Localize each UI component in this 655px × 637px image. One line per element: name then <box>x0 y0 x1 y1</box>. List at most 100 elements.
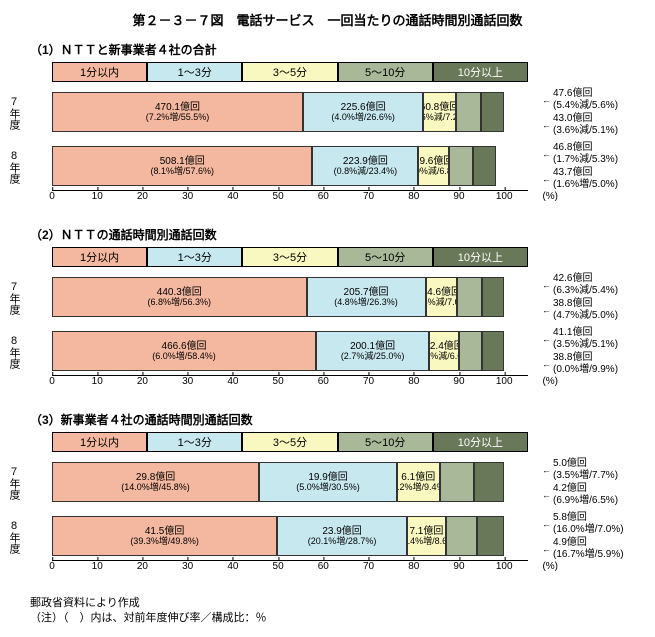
axis-tick: 30 <box>182 376 193 387</box>
axis-tick: 70 <box>363 191 374 202</box>
segment-value: 23.9億回 <box>322 526 361 537</box>
segment-value: 470.1億回 <box>155 102 200 113</box>
legend-item: 5～10分 <box>338 432 433 452</box>
y-axis-label: 7年度 <box>10 88 22 130</box>
stacked-bar: 466.6億回(6.0%増/58.4%)200.1億回(2.7%減/25.0%)… <box>52 331 504 371</box>
segment-value: 200.1億回 <box>350 341 395 352</box>
legend-item: 5～10分 <box>338 247 433 267</box>
axis-unit-label: (%) <box>542 191 558 202</box>
subchart: （2）ＮＴＴの通話時間別通話回数1分以内1～3分3～5分5～10分10分以上7年… <box>10 226 645 393</box>
segment-detail: (16.4%増/8.6%) <box>407 537 446 547</box>
bar-area: 41.5億回(39.3%増/49.8%)23.9億回(20.1%増/28.7%)… <box>52 512 528 560</box>
annotation-text: 4.2億回(6.9%増/6.5%) <box>553 483 618 507</box>
stacked-bar: 41.5億回(39.3%増/49.8%)23.9億回(20.1%増/28.7%)… <box>52 516 504 556</box>
segment-detail: (2.7%減/25.0%) <box>341 352 405 362</box>
chart-row: 8年度41.5億回(39.3%増/49.8%)23.9億回(20.1%増/28.… <box>10 512 645 560</box>
segment-detail: (4.8%増/26.3%) <box>334 298 398 308</box>
segment-detail: (4.0%増/26.6%) <box>331 113 395 123</box>
axis-tick: 80 <box>408 376 419 387</box>
annotation: ←5.0億回(3.5%増/7.7%) <box>542 458 618 482</box>
axis-tick: 100 <box>496 376 513 387</box>
axis-tick: 70 <box>363 376 374 387</box>
segment-detail: (20.1%増/28.7%) <box>308 537 377 547</box>
legend-item: 10分以上 <box>433 247 528 267</box>
segment-value: 508.1億回 <box>160 156 205 167</box>
annotation-text: 41.1億回(3.5%減/5.1%) <box>553 327 618 351</box>
annotation: ←38.8億回(4.7%減/5.0%) <box>542 298 618 322</box>
bar-area: 508.1億回(8.1%増/57.6%)223.9億回(0.8%減/23.4%)… <box>52 142 528 190</box>
subchart: （1）ＮＴＴと新事業者４社の合計1分以内1～3分3～5分5～10分10分以上7年… <box>10 41 645 208</box>
segment-value: 223.9億回 <box>343 156 388 167</box>
bar-area: 470.1億回(7.2%増/55.5%)225.6億回(4.0%増/26.6%)… <box>52 88 528 136</box>
legend-item: 3～5分 <box>242 432 337 452</box>
axis-tick: 30 <box>182 561 193 572</box>
segment-detail: (3.2%増/9.4%) <box>397 483 440 493</box>
annotation-text: 4.9億回(16.7%増/5.9%) <box>553 537 624 561</box>
annotation: ←4.9億回(16.7%増/5.9%) <box>542 537 624 561</box>
axis-tick: 100 <box>496 561 513 572</box>
segment-detail: (5.6%減/7.2%) <box>423 113 456 123</box>
axis-tick: 10 <box>92 191 103 202</box>
axis-tick: 0 <box>49 191 55 202</box>
bar-area: 466.6億回(6.0%増/58.4%)200.1億回(2.7%減/25.0%)… <box>52 327 528 375</box>
stacked-bar: 470.1億回(7.2%増/55.5%)225.6億回(4.0%増/26.6%)… <box>52 92 504 132</box>
axis-tick: 20 <box>137 191 148 202</box>
y-axis-label: 7年度 <box>10 273 22 315</box>
legend-item: 1～3分 <box>147 247 242 267</box>
annotation-group: ←42.6億回(6.3%減/5.4%)←38.8億回(4.7%減/5.0%) <box>542 273 618 323</box>
segment-value: 6.1億回 <box>401 472 435 483</box>
annotation: ←38.8億回(0.0%増/9.9%) <box>542 352 618 376</box>
axis-tick: 70 <box>363 561 374 572</box>
bar-segment <box>456 92 481 132</box>
annotation-group: ←5.0億回(3.5%増/7.7%)←4.2億回(6.9%増/6.5%) <box>542 458 618 508</box>
axis-tick: 20 <box>137 561 148 572</box>
annotation: ←42.6億回(6.3%減/5.4%) <box>542 273 618 297</box>
bar-segment <box>473 146 496 186</box>
bar-segment: 466.6億回(6.0%増/58.4%) <box>52 331 316 371</box>
axis-unit-label: (%) <box>542 561 558 572</box>
legend-item: 1～3分 <box>147 62 242 82</box>
axis-tick: 60 <box>318 561 329 572</box>
chart-row: 8年度466.6億回(6.0%増/58.4%)200.1億回(2.7%減/25.… <box>10 327 645 375</box>
subchart: （3）新事業者４社の通話時間別通話回数 1分以内1～3分3～5分5～10分10分以… <box>10 411 645 578</box>
bar-segment: 440.3億回(6.8%増/56.3%) <box>52 277 307 317</box>
bar-segment: 508.1億回(8.1%増/57.6%) <box>52 146 312 186</box>
segment-detail: (2.0%減/6.8%) <box>418 167 449 177</box>
segment-value: 41.5億回 <box>145 526 184 537</box>
legend-item: 10分以上 <box>433 432 528 452</box>
axis-unit-label: (%) <box>542 376 558 387</box>
bar-segment <box>477 516 504 556</box>
segment-detail: (5.0%増/30.5%) <box>296 483 360 493</box>
segment-detail: (8.1%増/57.6%) <box>150 167 214 177</box>
annotation: ←4.2億回(6.9%増/6.5%) <box>542 483 618 507</box>
axis-tick: 50 <box>273 561 284 572</box>
legend-item: 1分以内 <box>52 432 147 452</box>
bar-segment: 23.9億回(20.1%増/28.7%) <box>277 516 407 556</box>
segment-value: 205.7億回 <box>344 287 389 298</box>
bar-segment: 54.6億回(6.5%減/7.0%) <box>426 277 458 317</box>
arrow-icon: ← <box>542 95 551 106</box>
annotation-group: ←41.1億回(3.5%減/5.1%)←38.8億回(0.0%増/9.9%) <box>542 327 618 377</box>
axis-tick: 0 <box>49 561 55 572</box>
segment-value: 52.4億回 <box>429 341 459 352</box>
annotation: ←47.6億回(5.4%減/5.6%) <box>542 88 618 112</box>
axis-tick: 80 <box>408 561 419 572</box>
bar-area: 29.8億回(14.0%増/45.8%)19.9億回(5.0%増/30.5%)6… <box>52 458 528 506</box>
annotation-text: 47.6億回(5.4%減/5.6%) <box>553 88 618 112</box>
stacked-bar: 29.8億回(14.0%増/45.8%)19.9億回(5.0%増/30.5%)6… <box>52 462 504 502</box>
annotation: ←43.7億回(1.6%増/5.0%) <box>542 167 618 191</box>
segment-detail: (14.0%増/45.8%) <box>121 483 190 493</box>
legend-item: 1～3分 <box>147 432 242 452</box>
segment-detail: (6.5%減/7.0%) <box>426 298 458 308</box>
legend-item: 1分以内 <box>52 62 147 82</box>
x-axis: 0102030405060708090100(%) <box>52 190 528 208</box>
bar-segment: 470.1億回(7.2%増/55.5%) <box>52 92 303 132</box>
segment-detail: (39.3%増/49.8%) <box>130 537 199 547</box>
legend-item: 3～5分 <box>242 247 337 267</box>
bar-segment: 200.1億回(2.7%減/25.0%) <box>316 331 429 371</box>
annotation-group: ←5.8億回(16.0%増/7.0%)←4.9億回(16.7%増/5.9%) <box>542 512 624 562</box>
legend-item: 10分以上 <box>433 62 528 82</box>
subchart-title: （3）新事業者４社の通話時間別通話回数 <box>30 411 645 428</box>
bar-segment: 41.5億回(39.3%増/49.8%) <box>52 516 277 556</box>
bar-segment: 29.8億回(14.0%増/45.8%) <box>52 462 259 502</box>
